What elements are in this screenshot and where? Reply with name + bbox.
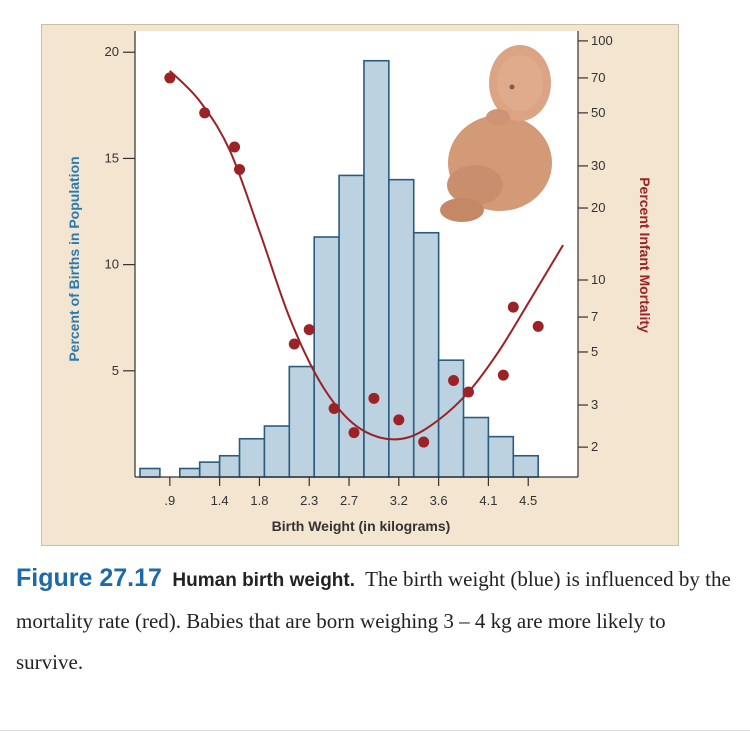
histogram-bar-13 bbox=[462, 416, 490, 478]
birth-weight-chart: 5 10 15 20 2 3 5 7 10 20 30 50 70 100 .9 1.4 1.8 2.3 2.7… bbox=[66, 31, 653, 534]
mortality-point-9 bbox=[393, 414, 405, 426]
mortality-point-11 bbox=[448, 374, 460, 386]
figure-panel: 5 10 15 20 2 3 5 7 10 20 30 50 70 100 .9 1.4 1.8 2.3 2.7… bbox=[41, 24, 679, 546]
histogram-bars bbox=[139, 59, 539, 478]
mortality-point-13 bbox=[497, 369, 509, 381]
left-tick-label-1: 10 bbox=[105, 257, 119, 272]
figure-caption: Figure 27.17 Human birth weight. The bir… bbox=[16, 558, 732, 683]
mortality-point-7 bbox=[348, 427, 360, 439]
histogram-bar-4 bbox=[238, 437, 266, 478]
right-tick-label-1: 3 bbox=[591, 397, 598, 412]
histogram-bar-15 bbox=[512, 454, 539, 478]
x-tick-label-0: .9 bbox=[164, 493, 175, 508]
histogram-bar-2 bbox=[198, 461, 221, 478]
x-tick-label-3: 2.3 bbox=[300, 493, 318, 508]
right-tick-label-8: 70 bbox=[591, 70, 605, 85]
right-tick-label-6: 30 bbox=[591, 158, 605, 173]
right-tick-label-5: 20 bbox=[591, 200, 605, 215]
x-tick-label-8: 4.5 bbox=[519, 493, 537, 508]
mortality-point-5 bbox=[303, 324, 315, 336]
x-tick-label-1: 1.4 bbox=[211, 493, 229, 508]
histogram-bar-3 bbox=[218, 454, 241, 478]
mortality-point-3 bbox=[234, 163, 246, 175]
histogram-bar-5 bbox=[263, 425, 291, 478]
mortality-point-8 bbox=[368, 392, 380, 404]
mortality-point-1 bbox=[199, 107, 211, 119]
figure-caption-text: The birth weight (blue) is influenced by… bbox=[16, 567, 731, 674]
mortality-point-15 bbox=[532, 320, 544, 332]
left-tick-label-0: 5 bbox=[112, 363, 119, 378]
right-axis-ticks: 2 3 5 7 10 20 30 50 70 100 bbox=[578, 33, 613, 454]
left-axis-ticks: 5 10 15 20 bbox=[105, 44, 135, 378]
mortality-point-6 bbox=[328, 403, 340, 415]
x-tick-label-6: 3.6 bbox=[430, 493, 448, 508]
mortality-point-10 bbox=[418, 436, 430, 448]
x-axis-title: Birth Weight (in kilograms) bbox=[272, 518, 451, 534]
mortality-point-4 bbox=[288, 338, 300, 350]
histogram-bar-9 bbox=[363, 59, 390, 478]
figure-title: Human birth weight. bbox=[172, 570, 356, 591]
bottom-divider bbox=[0, 730, 750, 731]
mortality-points bbox=[164, 72, 544, 448]
x-tick-label-4: 2.7 bbox=[340, 493, 358, 508]
right-tick-label-0: 2 bbox=[591, 439, 598, 454]
figure-label: Figure 27.17 bbox=[16, 564, 162, 592]
histogram-bar-6 bbox=[288, 365, 315, 478]
right-tick-label-3: 7 bbox=[591, 309, 598, 324]
histogram-bar-0 bbox=[139, 467, 161, 478]
left-axis-title: Percent of Births in Population bbox=[66, 156, 82, 361]
x-tick-label-5: 3.2 bbox=[390, 493, 408, 508]
fetus-illustration bbox=[440, 45, 552, 222]
right-tick-label-9: 100 bbox=[591, 33, 613, 48]
histogram-bar-8 bbox=[338, 174, 365, 478]
right-tick-label-4: 10 bbox=[591, 272, 605, 287]
right-axis-title: Percent Infant Mortality bbox=[637, 177, 653, 333]
histogram-bar-1 bbox=[178, 467, 201, 478]
mortality-point-0 bbox=[164, 72, 176, 84]
mortality-point-12 bbox=[462, 386, 474, 398]
mortality-curve bbox=[169, 70, 564, 441]
x-tick-label-7: 4.1 bbox=[479, 493, 497, 508]
mortality-point-14 bbox=[507, 301, 519, 313]
histogram-bar-10 bbox=[388, 178, 415, 478]
right-tick-label-7: 50 bbox=[591, 105, 605, 120]
x-tick-label-2: 1.8 bbox=[250, 493, 268, 508]
mortality-point-2 bbox=[229, 141, 241, 153]
right-tick-label-2: 5 bbox=[591, 344, 598, 359]
x-axis-ticks: .9 1.4 1.8 2.3 2.7 3.2 3.6 4.1 4.5 bbox=[164, 477, 537, 508]
mortality-curve-layer bbox=[169, 70, 564, 441]
histogram-bar-7 bbox=[313, 236, 340, 478]
left-tick-label-2: 15 bbox=[105, 150, 119, 165]
histogram-bar-14 bbox=[487, 435, 515, 478]
left-tick-label-3: 20 bbox=[105, 44, 119, 59]
